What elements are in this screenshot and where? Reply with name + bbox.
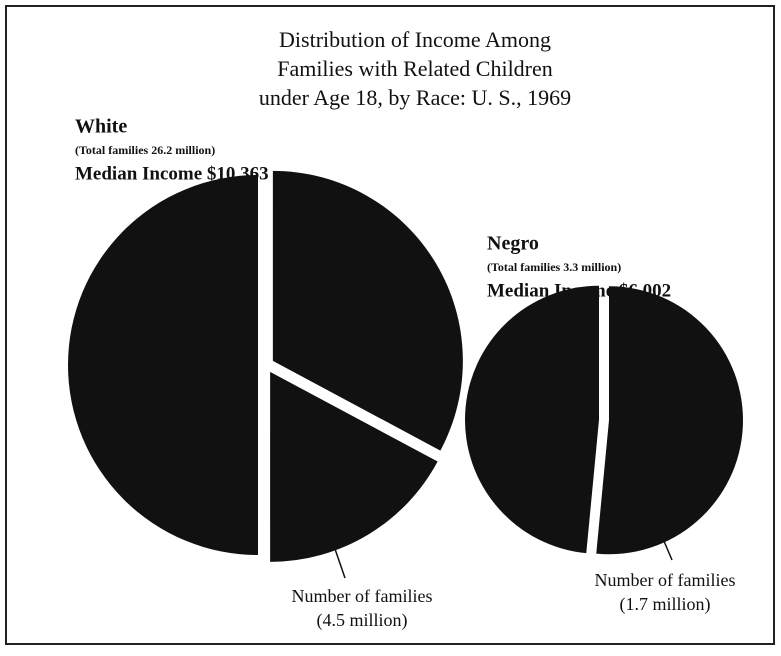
pie-slice	[596, 286, 743, 555]
pie-subtitle: (Total families 3.3 million)	[487, 260, 621, 274]
pie-slice	[270, 371, 438, 562]
annotation: Number of families	[595, 570, 736, 590]
value-label: (1.7 million)	[620, 594, 711, 615]
annotation: Number of families	[292, 586, 433, 606]
pie-subtitle: (Total families 26.2 million)	[75, 143, 215, 157]
pie-name: White	[75, 116, 127, 138]
pie-name: Negro	[487, 233, 539, 255]
title-line: Distribution of Income Among	[279, 27, 551, 52]
title-line: under Age 18, by Race: U. S., 1969	[259, 85, 571, 110]
pie-slice	[68, 175, 258, 555]
pie-slice	[272, 170, 463, 451]
title-line: Families with Related Children	[277, 56, 553, 81]
pie-slice	[465, 285, 600, 554]
value-label: (4.5 million)	[317, 610, 408, 631]
leader-line	[654, 519, 673, 561]
leader-line	[324, 519, 346, 579]
